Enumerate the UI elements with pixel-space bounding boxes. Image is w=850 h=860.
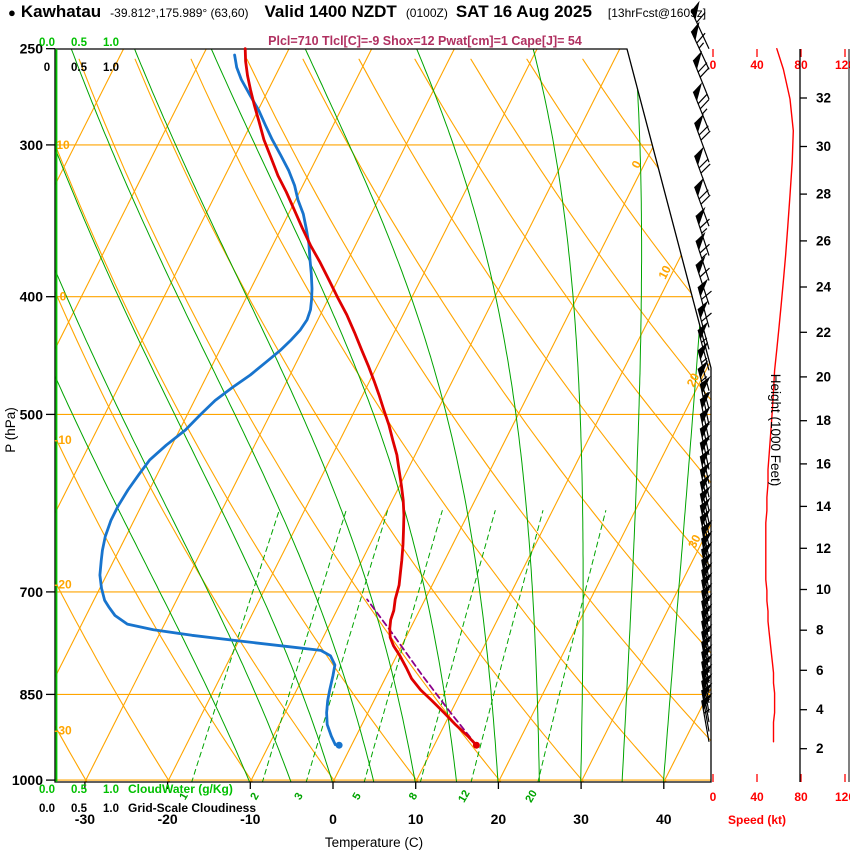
svg-text:3: 3: [292, 791, 305, 802]
svg-text:30: 30: [816, 139, 831, 154]
svg-text:1: 1: [177, 791, 190, 802]
svg-text:0: 0: [710, 58, 717, 72]
svg-text:0: 0: [60, 290, 67, 304]
svg-text:10: 10: [56, 138, 70, 152]
svg-text:500: 500: [20, 406, 44, 422]
cloudwater-profile: [54, 49, 58, 782]
svg-text:Grid-Scale Cloudiness: Grid-Scale Cloudiness: [128, 801, 256, 815]
svg-text:700: 700: [20, 584, 44, 600]
svg-text:120: 120: [835, 790, 850, 804]
valid-date: SAT 16 Aug 2025: [455, 2, 592, 21]
valid-time: Valid 1400 NZDT: [264, 2, 397, 21]
svg-text:-30: -30: [54, 723, 72, 737]
svg-text:CloudWater (g/Kg): CloudWater (g/Kg): [128, 782, 233, 796]
parcel-trace: [366, 598, 478, 747]
station-coords: -39.812°,175.989° (63,60): [110, 6, 249, 20]
station-bullet-icon: ●: [8, 5, 16, 20]
svg-text:8: 8: [816, 623, 824, 638]
svg-text:32: 32: [816, 91, 831, 106]
svg-text:18: 18: [816, 413, 832, 428]
svg-text:300: 300: [20, 137, 44, 153]
svg-text:0: 0: [710, 790, 717, 804]
svg-text:80: 80: [794, 58, 808, 72]
svg-text:20: 20: [523, 788, 540, 805]
svg-text:1.0: 1.0: [103, 37, 119, 49]
svg-text:40: 40: [656, 811, 672, 827]
svg-text:22: 22: [816, 325, 831, 340]
svg-text:16: 16: [816, 456, 832, 471]
svg-text:0.0: 0.0: [39, 37, 55, 49]
svg-text:24: 24: [816, 280, 832, 295]
svg-text:0.5: 0.5: [71, 37, 88, 49]
svg-text:0.0: 0.0: [39, 784, 55, 796]
svg-text:Temperature (C): Temperature (C): [325, 835, 423, 850]
forecast-info: [13hrFcst@1609z]: [607, 6, 707, 20]
svg-text:-30: -30: [75, 811, 95, 827]
svg-text:10: 10: [816, 582, 831, 597]
svg-text:20: 20: [684, 371, 703, 390]
svg-text:0: 0: [329, 811, 337, 827]
svg-text:Speed (kt): Speed (kt): [728, 813, 786, 827]
svg-text:-10: -10: [240, 811, 260, 827]
svg-text:120: 120: [835, 58, 850, 72]
svg-text:0.5: 0.5: [71, 803, 88, 815]
svg-text:30: 30: [685, 532, 704, 551]
svg-text:1.0: 1.0: [103, 803, 119, 815]
svg-text:1.0: 1.0: [103, 62, 119, 74]
svg-text:6: 6: [816, 663, 824, 678]
svg-text:1000: 1000: [12, 772, 43, 788]
svg-text:P (hPa): P (hPa): [3, 407, 18, 453]
svg-text:30: 30: [573, 811, 589, 827]
svg-text:4: 4: [816, 702, 824, 717]
pressure-axis: 250 300 400 500 700 850 1000 P (hPa): [3, 41, 55, 788]
svg-text:0.0: 0.0: [39, 803, 55, 815]
svg-text:Height (1000 Feet): Height (1000 Feet): [768, 374, 783, 487]
svg-text:40: 40: [750, 58, 764, 72]
dewpoint-trace: [98, 53, 337, 747]
title-bar: ● Kawhatau -39.812°,175.989° (63,60) Val…: [8, 2, 848, 22]
svg-text:10: 10: [408, 811, 424, 827]
cloud-scales: 0.0 0.5 1.0 0 0.5 1.0 0.0 0.5 1.0 CloudWater (g/K…: [39, 37, 256, 815]
svg-text:20: 20: [491, 811, 507, 827]
svg-text:2: 2: [816, 741, 824, 756]
svg-text:0: 0: [44, 62, 50, 74]
svg-text:26: 26: [816, 233, 832, 248]
svg-text:28: 28: [816, 187, 832, 202]
svg-text:2: 2: [248, 791, 261, 802]
temperature-axis: -30 -20 -10 0 10 20 30 40 Temperature (C): [75, 782, 672, 850]
svg-text:0.5: 0.5: [71, 784, 88, 796]
surface-markers: [335, 741, 480, 749]
svg-text:14: 14: [816, 499, 832, 514]
wind-barbs: [690, 0, 713, 742]
svg-text:850: 850: [20, 686, 44, 702]
svg-text:1.0: 1.0: [103, 784, 119, 796]
svg-text:10: 10: [655, 263, 674, 282]
svg-text:250: 250: [20, 41, 44, 57]
svg-text:0: 0: [629, 158, 645, 171]
valid-utc: (0100Z): [405, 6, 448, 20]
svg-text:8: 8: [407, 791, 420, 802]
svg-text:40: 40: [750, 790, 764, 804]
speed-axis: 0 0 40 40 80 80 120 120 Speed (kt): [710, 49, 850, 827]
svg-text:0.5: 0.5: [71, 62, 88, 74]
background-grid: [55, 49, 711, 782]
svg-text:5: 5: [350, 791, 363, 802]
sounding-indices: Plcl=710 Tlcl[C]=-9 Shox=12 Pwat[cm]=1 C…: [268, 34, 582, 48]
svg-text:80: 80: [794, 790, 808, 804]
svg-text:20: 20: [816, 369, 831, 384]
speed-profile: [765, 48, 794, 743]
temperature-trace: [243, 47, 478, 747]
station-name: Kawhatau: [20, 2, 102, 21]
svg-text:-20: -20: [54, 577, 72, 591]
svg-text:12: 12: [816, 541, 831, 556]
svg-text:-10: -10: [54, 433, 72, 447]
svg-text:-20: -20: [157, 811, 177, 827]
svg-text:400: 400: [20, 289, 44, 305]
svg-text:12: 12: [456, 788, 473, 805]
